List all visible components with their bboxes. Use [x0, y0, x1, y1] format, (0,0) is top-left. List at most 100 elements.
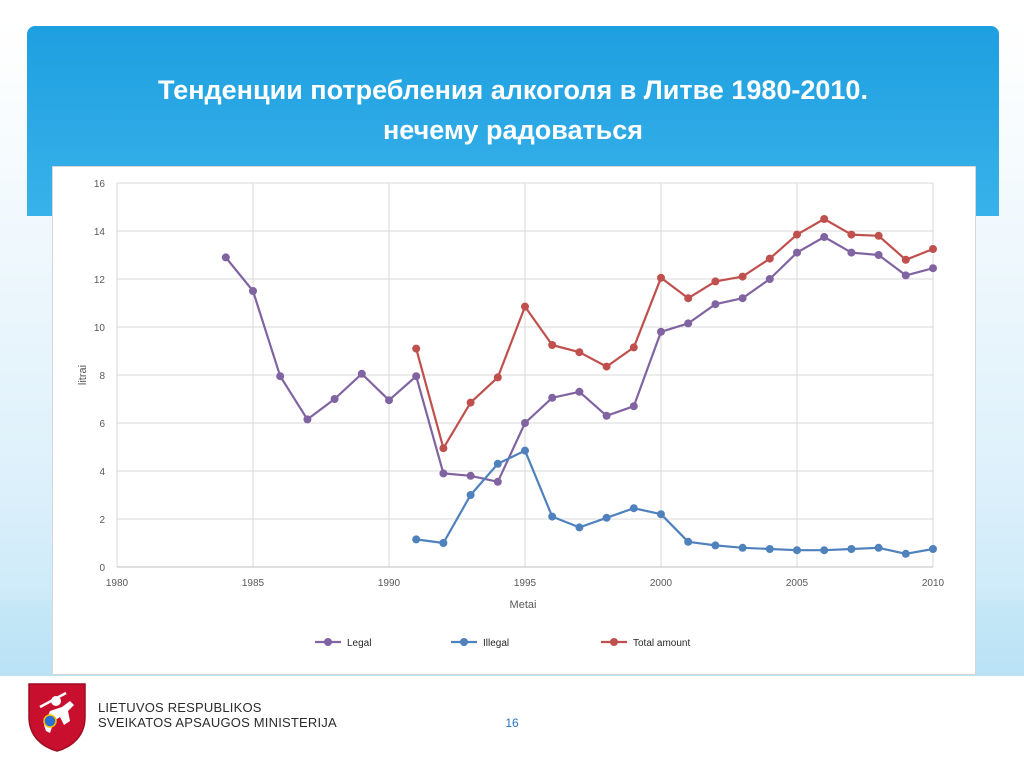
data-point-legal [439, 469, 448, 478]
data-point-illegal [439, 539, 448, 547]
series-legal [221, 233, 937, 486]
data-point-total-amount [874, 231, 883, 240]
y-tick-label: 16 [94, 179, 106, 190]
page-number: 16 [505, 716, 519, 730]
data-point-legal [493, 477, 502, 486]
footer [0, 676, 1024, 768]
data-point-illegal [738, 543, 747, 552]
data-point-total-amount [901, 255, 910, 264]
series-illegal [412, 446, 937, 558]
data-point-illegal [521, 446, 529, 455]
data-point-legal [657, 327, 665, 336]
data-point-total-amount [466, 398, 475, 407]
series-total-amount [412, 215, 937, 453]
legend-label: Total amount [633, 638, 690, 649]
data-point-legal [249, 287, 257, 295]
data-point-illegal [901, 549, 910, 558]
data-point-legal [793, 248, 801, 257]
data-point-total-amount [548, 341, 557, 349]
ministry-name-line2: SVEIKATOS APSAUGOS MINISTERIJA [98, 715, 337, 730]
data-point-total-amount [602, 362, 611, 371]
data-point-illegal [711, 541, 720, 550]
x-tick-label: 1995 [514, 578, 537, 589]
data-point-legal [303, 415, 312, 424]
data-point-illegal [874, 543, 883, 552]
y-tick-label: 14 [94, 227, 106, 238]
data-point-illegal [657, 510, 665, 519]
data-point-total-amount [439, 444, 448, 453]
slide-title: Тенденции потребления алкоголя в Литве 1… [27, 70, 999, 150]
data-point-total-amount [847, 230, 856, 239]
legend-swatch-marker [460, 638, 468, 646]
y-tick-label: 6 [99, 419, 105, 430]
data-point-legal [521, 419, 529, 427]
x-tick-label: 1980 [106, 578, 129, 589]
data-point-legal [602, 411, 611, 420]
y-tick-label: 12 [94, 275, 106, 286]
x-tick-label: 2010 [922, 578, 945, 589]
legend-item-illegal: Illegal [451, 638, 509, 649]
slide-title-line2: нечему радоваться [382, 115, 644, 145]
data-point-illegal [548, 512, 557, 521]
y-tick-label: 2 [99, 515, 105, 526]
data-point-total-amount [711, 277, 720, 286]
chart-panel: 0 2 4 6 8 10 12 14 16 1980 1985 1990 1995 2000 2005 201… [52, 166, 976, 675]
slide-title-line1: Тенденции потребления алкоголя в Литве 1… [158, 75, 868, 105]
x-tick-label: 2000 [650, 578, 673, 589]
data-point-illegal [466, 491, 475, 499]
data-point-total-amount [493, 373, 502, 382]
x-axis-label: Metai [510, 599, 537, 611]
legend-swatch-marker [324, 638, 332, 646]
y-tick-label: 10 [94, 323, 106, 334]
data-point-legal [711, 300, 720, 309]
data-point-legal [221, 253, 230, 262]
data-point-illegal [765, 545, 774, 553]
data-point-total-amount [793, 230, 801, 239]
y-tick-label: 4 [99, 467, 105, 478]
data-point-legal [929, 264, 937, 273]
data-point-illegal [602, 513, 611, 522]
data-point-legal [874, 251, 883, 259]
data-point-legal [330, 395, 339, 403]
data-point-total-amount [629, 343, 638, 352]
legend-swatch-marker [610, 638, 618, 646]
data-point-illegal [412, 535, 421, 544]
data-point-legal [847, 248, 856, 257]
data-point-total-amount [820, 215, 829, 223]
data-point-legal [629, 402, 638, 411]
data-point-total-amount [684, 294, 693, 303]
line-chart: 0 2 4 6 8 10 12 14 16 1980 1985 1990 1995 2000 2005 201… [77, 179, 945, 649]
data-point-illegal [493, 459, 502, 468]
data-point-total-amount [738, 272, 747, 281]
data-point-legal [412, 372, 421, 381]
legend-item-total-amount: Total amount [601, 638, 690, 649]
data-point-legal [820, 233, 829, 241]
data-point-legal [385, 396, 393, 405]
data-point-illegal [847, 545, 856, 553]
data-point-total-amount [929, 245, 937, 253]
data-point-total-amount [575, 348, 584, 357]
ministry-name-line1: LIETUVOS RESPUBLIKOS [98, 700, 262, 715]
data-point-legal [276, 372, 285, 381]
data-point-total-amount [412, 344, 421, 353]
series-line-illegal [416, 449, 934, 555]
legend-label: Illegal [483, 638, 509, 649]
series-lines [221, 215, 937, 558]
data-point-illegal [629, 504, 638, 513]
data-point-total-amount [765, 254, 774, 263]
data-point-legal [738, 294, 747, 303]
x-tick-label: 1985 [242, 578, 265, 589]
data-point-legal [901, 271, 910, 280]
data-point-total-amount [657, 273, 665, 282]
x-tick-label: 1990 [378, 578, 401, 589]
data-point-total-amount [521, 302, 529, 311]
data-point-legal [684, 319, 693, 328]
data-point-illegal [793, 546, 801, 555]
y-tick-label: 0 [99, 563, 105, 574]
legend-item-legal: Legal [315, 638, 371, 649]
data-point-legal [548, 393, 557, 402]
data-point-illegal [684, 537, 693, 546]
data-point-illegal [820, 546, 829, 555]
y-tick-label: 8 [99, 371, 105, 382]
ministry-name: LIETUVOS RESPUBLIKOS SVEIKATOS APSAUGOS … [98, 700, 337, 730]
